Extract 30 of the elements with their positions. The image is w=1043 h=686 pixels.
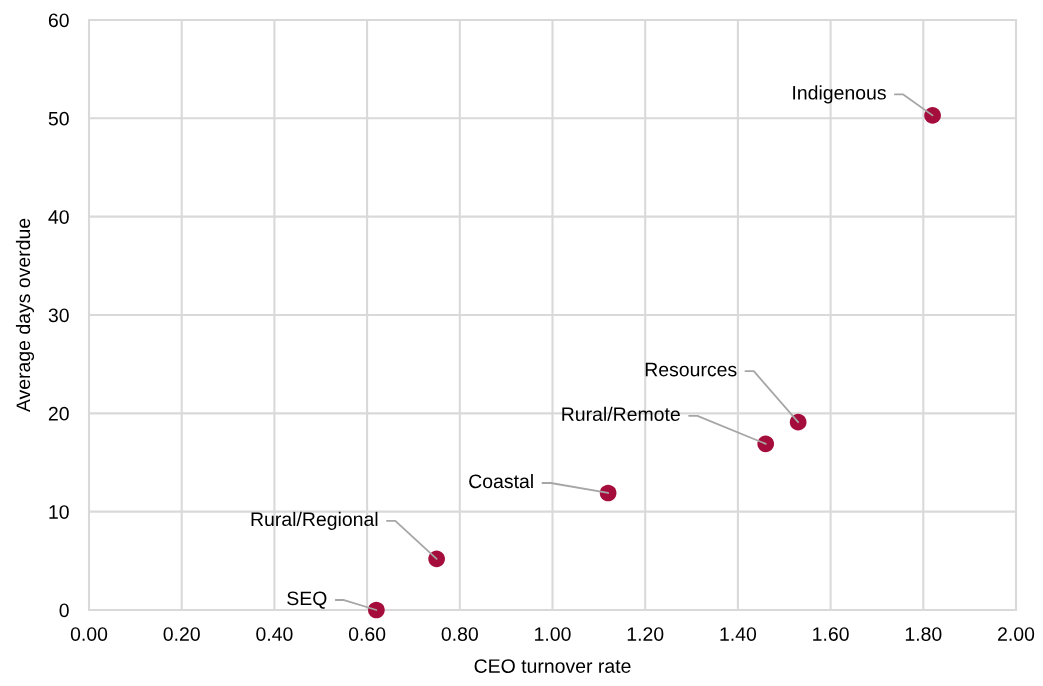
point: [757, 435, 775, 453]
y-axis-title: Average days overdue: [15, 218, 35, 413]
x-tick-label: 1.60: [813, 627, 849, 641]
x-tick-label: 1.80: [905, 627, 942, 641]
y-tick-label: 40: [48, 210, 69, 224]
y-tick-label: 0: [59, 603, 69, 618]
x-tick-label: 1.00: [535, 627, 571, 641]
y-tick-label: 30: [48, 308, 69, 323]
x-tick-label: 0.00: [70, 627, 108, 641]
annotation: Rural/Remote: [562, 406, 680, 422]
point: [368, 601, 385, 619]
point: [924, 107, 941, 124]
x-tick-label: 0.40: [256, 627, 293, 641]
y-tick-label: 50: [48, 111, 69, 126]
annotation: Coastal: [469, 473, 533, 489]
annotation: Resources: [645, 362, 737, 377]
annotation: SEQ: [287, 591, 327, 609]
x-tick-label: 0.60: [348, 627, 386, 641]
y-tick-label: 10: [49, 505, 69, 519]
x-tick-label: 1.20: [627, 627, 664, 641]
y-tick-label: 60: [48, 13, 69, 28]
y-tick-label: 20: [48, 406, 69, 421]
x-tick-label: 2.00: [998, 627, 1035, 641]
x-tick-label: 0.80: [441, 627, 478, 641]
x-axis-title: CEO turnover rate: [474, 659, 631, 673]
annotation: Indigenous: [793, 85, 886, 104]
x-tick-label: 0.20: [163, 627, 200, 641]
point: [428, 550, 445, 568]
x-tick-label: 1.40: [720, 627, 757, 641]
annotation: Rural/Regional: [251, 511, 378, 530]
